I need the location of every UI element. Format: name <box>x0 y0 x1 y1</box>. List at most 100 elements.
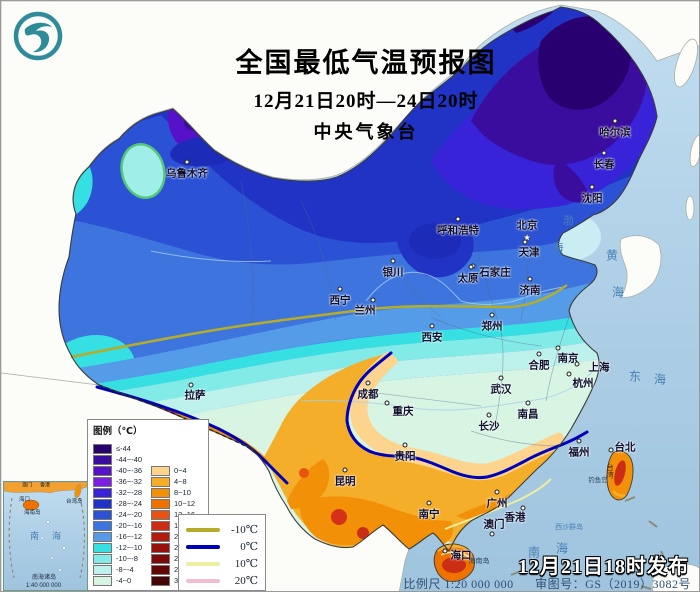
legend-entry: -10~-8 <box>93 553 142 564</box>
legend-entry-label: -24~-20 <box>116 510 143 519</box>
legend-entry-label: 4~8 <box>174 477 187 486</box>
contour-legend-entry: 10℃ <box>186 555 258 572</box>
inset-map: 澳门 香港 台湾岛 海口 海南岛 南 海 南海诸岛 1:40 000 000 <box>3 482 88 590</box>
legend-entry: -44~-40 <box>93 454 142 465</box>
contour-legend-label: 0℃ <box>240 541 258 553</box>
inset-label-macau: 澳门 <box>22 482 32 489</box>
legend-entry-label: 8~10 <box>174 488 191 497</box>
legend-entry: -36~-32 <box>93 476 142 487</box>
contour-legend: -10℃ 0℃ 10℃ 20℃ <box>178 514 266 591</box>
temperature-legend: 图例（℃） ≤-44 -44~-40 -40~-36 -36~-32 -32~-28 -2… <box>87 419 209 591</box>
legend-entry-label: -10~-8 <box>116 554 138 563</box>
south-china-sea-inset: 澳门 香港 台湾岛 海口 海南岛 南 海 南海诸岛 1:40 000 000 <box>3 481 88 591</box>
legend-swatch <box>93 520 112 531</box>
legend-swatch <box>151 520 170 531</box>
legend-entry: -4~0 <box>93 575 142 586</box>
inset-label-islands: 南海诸岛 <box>32 573 56 581</box>
approval-number: 审图号：GS（2019）3082号 <box>535 577 691 591</box>
contour-legend-label: 10℃ <box>234 558 258 570</box>
inset-sea-label-a: 南 <box>30 530 39 541</box>
legend-entry-label: -28~-24 <box>116 499 143 508</box>
legend-entry-label: -4~0 <box>116 576 132 585</box>
legend-entry: -24~-20 <box>93 509 142 520</box>
legend-entry: 4~8 <box>151 476 195 487</box>
legend-swatch <box>93 575 112 586</box>
contour-legend-label: -10℃ <box>231 524 258 536</box>
legend-swatch <box>151 487 170 498</box>
legend-entry: -8~-4 <box>93 564 142 575</box>
legend-cold-column: ≤-44 -44~-40 -40~-36 -36~-32 -32~-28 -28~-24 -… <box>93 443 142 586</box>
dash-line-boundary <box>510 496 666 590</box>
legend-entry: -12~-10 <box>93 542 142 553</box>
inset-label-hainan: 海南岛 <box>24 508 41 516</box>
legend-swatch <box>93 531 112 542</box>
contour-line-swatch <box>186 578 220 583</box>
legend-swatch <box>93 498 112 509</box>
legend-swatch <box>93 487 112 498</box>
legend-entry-label: ≤-44 <box>116 444 131 453</box>
inset-label-haikou: 海口 <box>19 495 30 503</box>
legend-entry: -40~-36 <box>93 465 142 476</box>
contour-legend-entry: -10℃ <box>186 521 258 538</box>
legend-entry-label: -12~-10 <box>116 543 143 552</box>
inset-label-hongkong: 香港 <box>40 482 50 489</box>
contour-line-10c <box>444 478 552 530</box>
legend-swatch <box>151 553 170 564</box>
legend-swatch <box>93 476 112 487</box>
legend-swatch <box>151 531 170 542</box>
legend-swatch <box>151 476 170 487</box>
legend-entry-label: -16~-12 <box>116 532 143 541</box>
inset-label-taiwan: 台湾岛 <box>66 497 83 505</box>
legend-swatch <box>93 454 112 465</box>
legend-entry: 8~10 <box>151 487 195 498</box>
legend-swatch <box>151 564 170 575</box>
cma-logo <box>13 11 63 61</box>
legend-entry-label: -20~-16 <box>116 521 143 530</box>
map-scale-line: 比例尺 1:20 000 000 审图号：GS（2019）3082号 <box>403 575 691 591</box>
legend-entry-label: -8~-4 <box>116 565 134 574</box>
contour-legend-label: 20℃ <box>234 575 258 587</box>
inset-sea-label-b: 海 <box>52 530 61 541</box>
legend-swatch <box>151 465 170 476</box>
legend-swatch <box>93 509 112 520</box>
contour-line-swatch <box>186 544 220 549</box>
contour-line-0c-himalaya <box>95 385 289 485</box>
legend-entry-label: -44~-40 <box>116 455 143 464</box>
legend-entry: 0~4 <box>151 465 195 476</box>
legend-swatch <box>93 542 112 553</box>
legend-entry-label: -40~-36 <box>116 466 143 475</box>
rivers <box>150 250 602 411</box>
legend-entry: -20~-16 <box>93 520 142 531</box>
legend-entry: 10~12 <box>151 498 195 509</box>
legend-swatch <box>93 564 112 575</box>
contour-lines <box>70 283 589 530</box>
inset-dash-boundary <box>8 497 86 579</box>
legend-entry: -32~-28 <box>93 487 142 498</box>
inset-scale: 1:40 000 000 <box>26 583 62 589</box>
legend-swatch <box>93 465 112 476</box>
contour-legend-entry: 20℃ <box>186 572 258 589</box>
legend-swatch <box>151 498 170 509</box>
legend-entry-label: -32~-28 <box>116 488 143 497</box>
legend-swatch <box>151 542 170 553</box>
legend-entry: -28~-24 <box>93 498 142 509</box>
contour-line-swatch <box>186 561 220 566</box>
legend-swatch <box>151 509 170 520</box>
contour-line-minus10c <box>70 283 568 359</box>
legend-entry-label: 10~12 <box>174 499 196 508</box>
legend-entry-label: -36~-32 <box>116 477 143 486</box>
issue-time: 12月21日18时发布 <box>518 556 689 578</box>
scale-text: 比例尺 1:20 000 000 <box>403 577 514 591</box>
legend-swatch <box>93 443 112 454</box>
legend-swatch <box>151 575 170 586</box>
legend-title: 图例（℃） <box>93 426 143 437</box>
legend-entry: -16~-12 <box>93 531 142 542</box>
contour-line-swatch <box>186 527 220 532</box>
inset-islands <box>37 520 66 574</box>
legend-entry-label: 0~4 <box>174 466 187 475</box>
contour-legend-entry: 0℃ <box>186 538 258 555</box>
legend-entry: ≤-44 <box>93 443 142 454</box>
legend-swatch <box>93 553 112 564</box>
